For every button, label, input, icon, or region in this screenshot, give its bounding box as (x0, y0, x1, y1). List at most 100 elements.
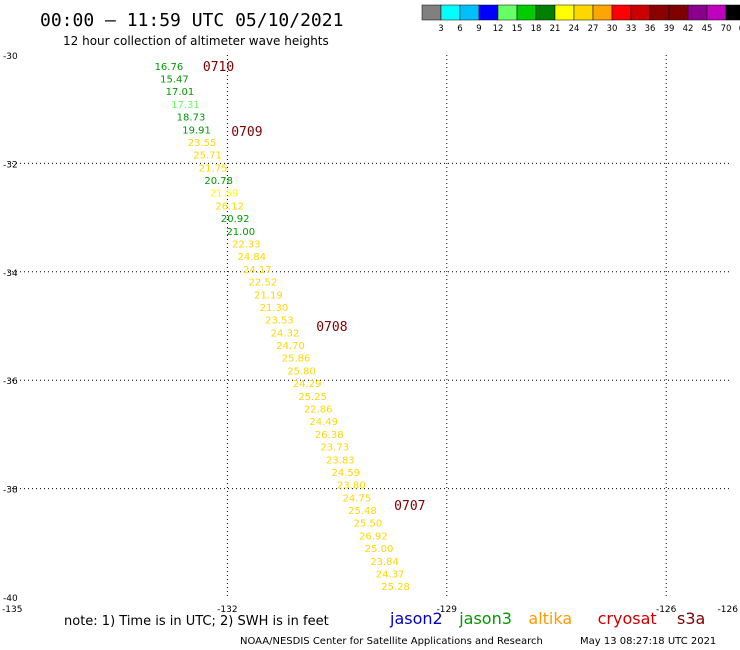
legend-label: 30 (607, 24, 618, 34)
wave-height-value: 21.19 (254, 290, 283, 301)
legend-label: 36 (645, 24, 656, 34)
legend-swatch (706, 4, 727, 21)
x-tick-label: -132 (217, 605, 237, 615)
wave-height-value: 24.17 (243, 265, 272, 276)
chart-title: 00:00 – 11:59 UTC 05/10/2021 (40, 10, 343, 31)
legend-swatch (459, 4, 480, 21)
wave-height-value: 20.92 (221, 214, 250, 225)
legend-swatch (478, 4, 499, 21)
wave-height-value: 22.86 (304, 404, 333, 415)
wave-height-value: 24.29 (293, 379, 322, 390)
wave-height-value: 24.70 (276, 341, 305, 352)
wave-height-value: 23.73 (320, 443, 349, 454)
legend-swatch (497, 4, 518, 21)
time-label: 0707 (394, 499, 425, 514)
wave-height-value: 18.73 (177, 113, 206, 124)
legend-swatch (668, 4, 689, 21)
wave-height-value: 23.83 (326, 455, 355, 466)
legend-label: 33 (626, 24, 637, 34)
legend-swatch (687, 4, 708, 21)
wave-height-value: 19.91 (182, 125, 211, 136)
wave-height-value: 25.86 (282, 354, 311, 365)
y-tick-label: -38 (3, 486, 18, 496)
satellite-name: jason2 (389, 609, 443, 628)
legend-swatch (421, 4, 442, 21)
legend-swatch (630, 4, 651, 21)
x-tick-label: -126 (718, 605, 739, 615)
legend-label: 3 (438, 24, 443, 34)
wave-height-value: 16.76 (155, 62, 184, 73)
wave-height-value: 26.92 (359, 531, 388, 542)
satellite-name: cryosat (598, 609, 657, 628)
wave-height-value: 24.59 (332, 468, 361, 479)
wave-height-value: 25.48 (348, 506, 377, 517)
y-tick-label: -34 (3, 269, 18, 279)
wave-height-value: 24.37 (376, 569, 405, 580)
wave-height-value: 15.47 (160, 75, 189, 86)
satellite-name: s3a (677, 609, 705, 628)
wave-height-value: 26.12 (215, 201, 244, 212)
wave-height-value: 25.50 (354, 519, 383, 530)
legend-label: 24 (569, 24, 580, 34)
legend-label: 9 (476, 24, 481, 34)
legend-label: 18 (531, 24, 542, 34)
legend-label: 45 (702, 24, 713, 34)
wave-height-value: 21.59 (210, 189, 239, 200)
wave-height-value: 24.49 (309, 417, 338, 428)
y-tick-label: -32 (3, 160, 18, 170)
wave-height-value: 22.52 (249, 278, 278, 289)
legend-label: 15 (512, 24, 523, 34)
time-label: 0710 (203, 60, 234, 75)
footer-note: note: 1) Time is in UTC; 2) SWH is in fe… (64, 614, 329, 629)
wave-height-value: 23.80 (337, 481, 366, 492)
wave-height-value: 21.00 (226, 227, 255, 238)
wave-height-value: 24.84 (238, 252, 267, 263)
wave-height-value: 22.33 (232, 240, 261, 251)
legend-swatch (554, 4, 575, 21)
y-axis-ticks: -30 -32 -34 -36 -38 -40 (3, 52, 18, 604)
legend-swatch (440, 4, 461, 21)
wave-height-value: 25.00 (365, 544, 394, 555)
legend-swatch (725, 4, 740, 21)
wave-height-value: 17.01 (166, 87, 195, 98)
plot-area: -30-32-34-36-38-40 -135-132-129-126-123-… (2, 52, 739, 615)
wave-height-value: 25.25 (298, 392, 327, 403)
legend-label: 6 (457, 24, 462, 34)
x-tick-label: -129 (437, 605, 458, 615)
legend-swatch (573, 4, 594, 21)
x-tick-label: -135 (2, 605, 22, 615)
wave-height-value: 21.30 (260, 303, 289, 314)
legend-swatch (516, 4, 537, 21)
wave-height-value: 24.75 (343, 493, 372, 504)
legend-label: 42 (683, 24, 694, 34)
footer-credit: NOAA/NESDIS Center for Satellite Applica… (240, 636, 543, 647)
wave-height-value: 23.53 (265, 316, 294, 327)
wave-height-value: 25.71 (193, 151, 222, 162)
wave-height-value: 24.32 (271, 328, 300, 339)
legend-swatch (649, 4, 670, 21)
wave-height-value: 25.80 (287, 366, 316, 377)
wave-height-value: 26.38 (315, 430, 344, 441)
legend-label: 21 (550, 24, 561, 34)
satellite-name: jason3 (458, 609, 512, 628)
legend-label: 27 (588, 24, 599, 34)
grid-lines (8, 55, 732, 597)
x-tick-label: -126 (656, 605, 677, 615)
satellite-legend: jason2 jason3 altika cryosat s3a (389, 609, 705, 628)
legend-swatch (611, 4, 632, 21)
wave-height-value: 23.84 (370, 557, 399, 568)
legend-swatch (592, 4, 613, 21)
wave-height-value: 21.75 (199, 163, 228, 174)
legend-label: 12 (493, 24, 504, 34)
y-tick-label: -40 (3, 594, 18, 604)
y-tick-label: -36 (3, 377, 18, 387)
satellite-name: altika (528, 609, 572, 628)
chart-subtitle: 12 hour collection of altimeter wave hei… (63, 34, 329, 48)
legend-swatch (535, 4, 556, 21)
wave-height-value: 17.31 (171, 100, 200, 111)
time-label: 0708 (316, 320, 347, 335)
